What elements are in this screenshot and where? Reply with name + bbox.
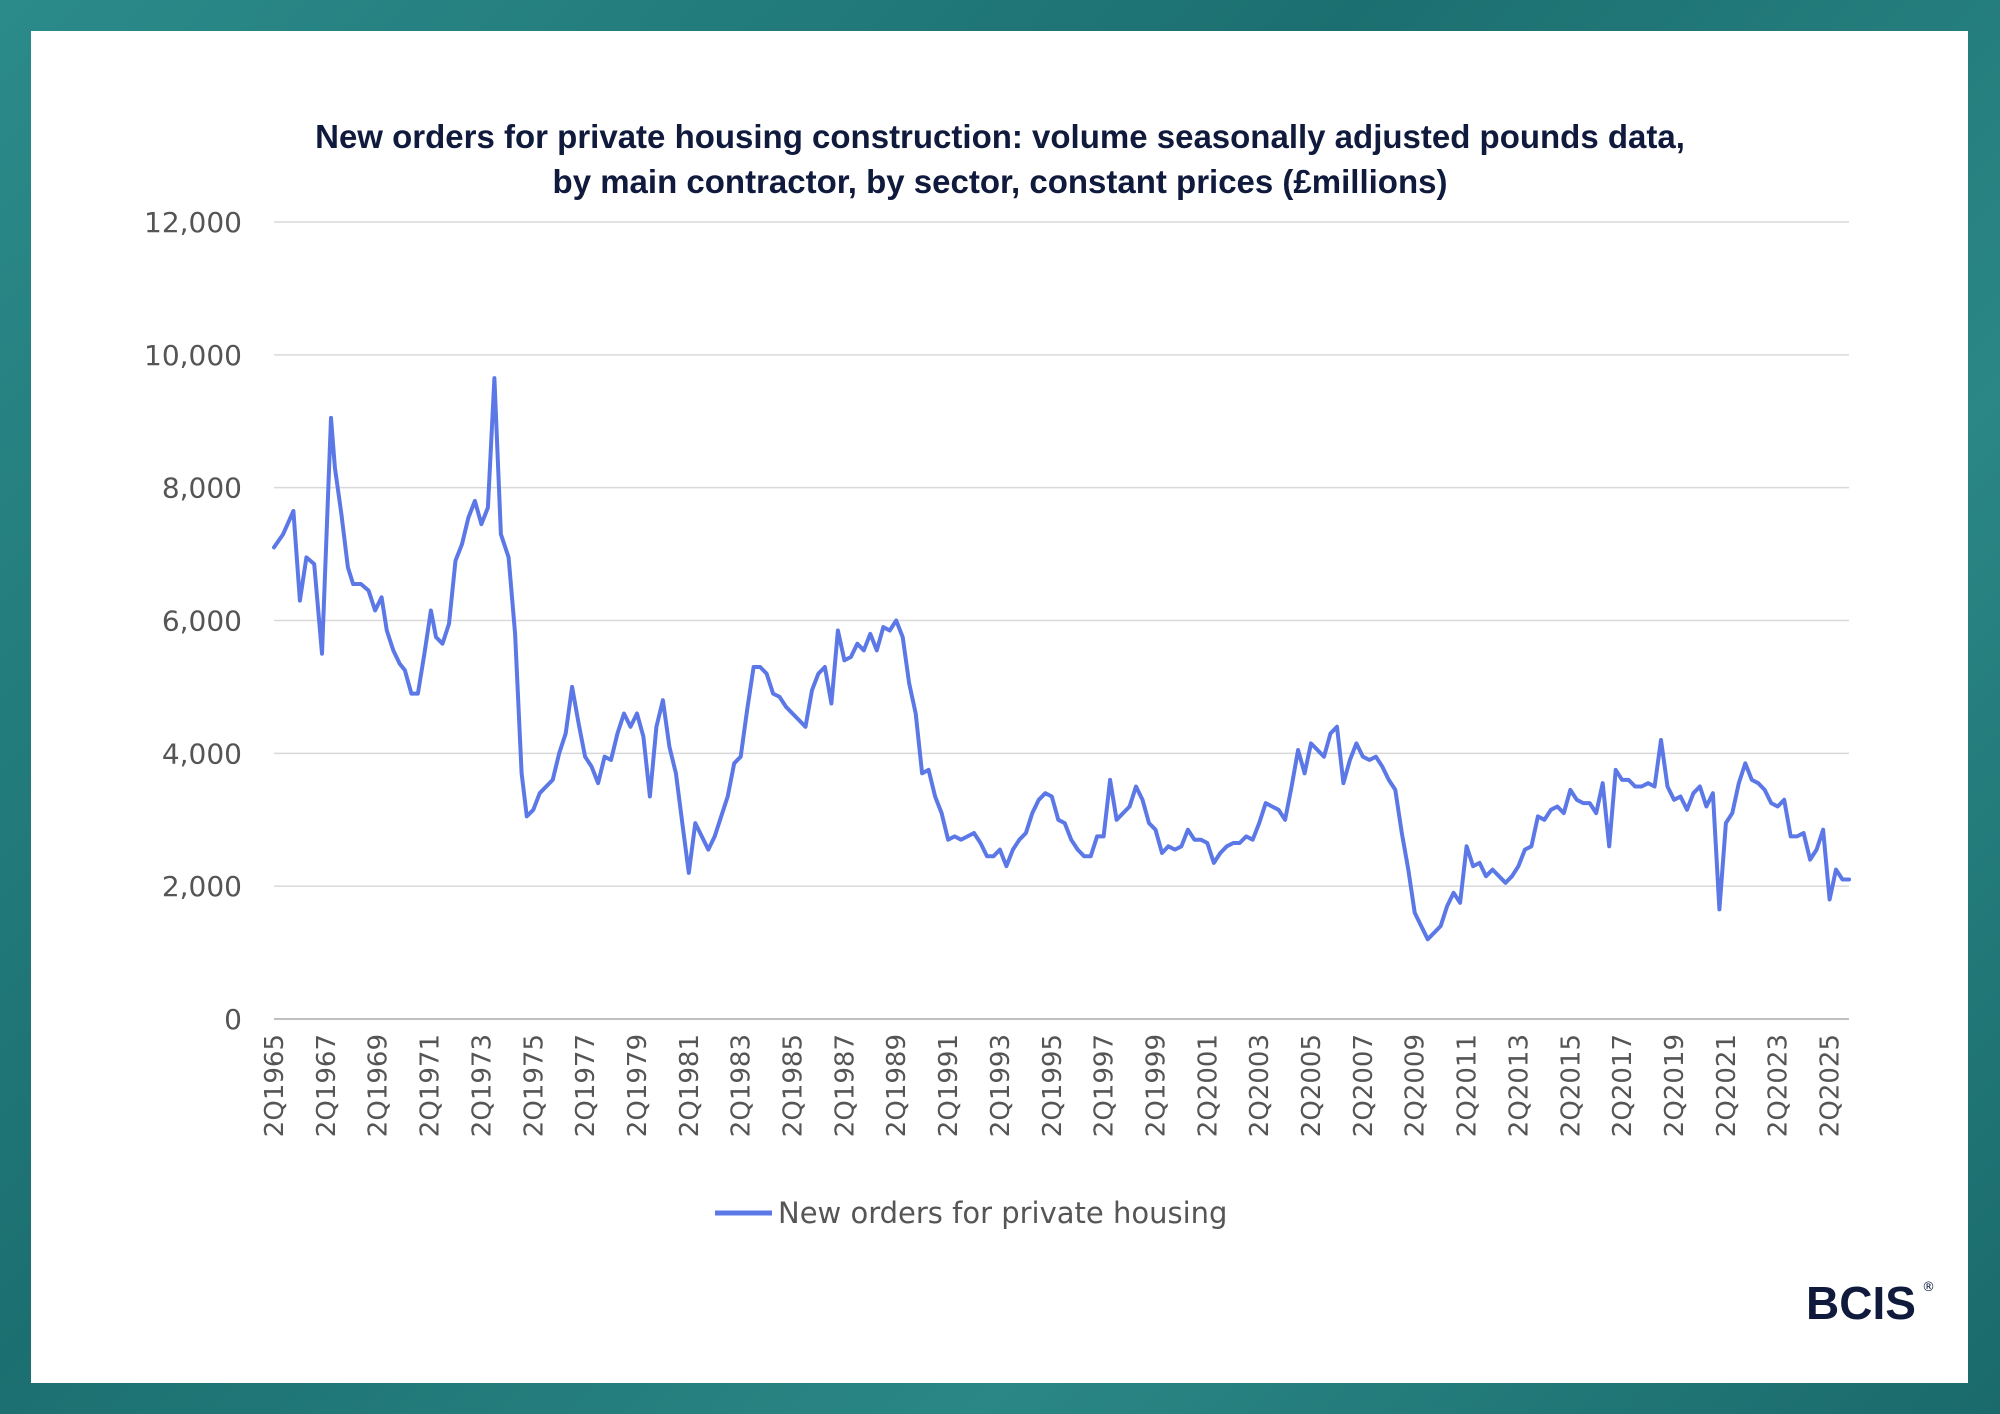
legend: New orders for private housing: [715, 1196, 1227, 1230]
x-tick-label: 2Q1993: [986, 1034, 1016, 1137]
x-tick-label: 2Q1995: [1038, 1034, 1068, 1137]
x-tick-label: 2Q2019: [1660, 1034, 1690, 1137]
chart-title: New orders for private housing construct…: [315, 118, 1685, 155]
x-tick-label: 2Q1989: [882, 1034, 912, 1137]
gridlines: [274, 221, 1849, 1020]
x-tick-label: 2Q2021: [1712, 1034, 1742, 1137]
x-tick-label: 2Q2007: [1349, 1034, 1379, 1137]
x-tick-label: 2Q1971: [416, 1034, 446, 1137]
x-tick-label: 2Q2001: [1193, 1034, 1223, 1137]
x-tick-label: 2Q1965: [260, 1034, 290, 1137]
bcis-logo: BCIS ®: [1806, 1277, 1935, 1329]
y-tick-label: 8,000: [162, 472, 242, 505]
x-tick-label: 2Q2013: [1504, 1034, 1534, 1137]
x-tick-label: 2Q1977: [571, 1034, 601, 1137]
logo-text: BCIS: [1806, 1277, 1916, 1329]
chart-subtitle: by main contractor, by sector, constant …: [553, 163, 1448, 200]
y-tick-label: 2,000: [162, 870, 242, 903]
chart-card: [31, 31, 1968, 1383]
y-tick-label: 10,000: [144, 339, 242, 372]
x-tick-label: 2Q1975: [519, 1034, 549, 1137]
x-tick-label: 2Q1991: [934, 1034, 964, 1137]
x-tick-label: 2Q1981: [675, 1034, 705, 1137]
y-tick-label: 4,000: [162, 737, 242, 770]
plot-area: [272, 376, 1851, 942]
x-tick-label: 2Q1985: [779, 1034, 809, 1137]
x-tick-label: 2Q2005: [1297, 1034, 1327, 1137]
logo-registered-mark: ®: [1922, 1280, 1935, 1295]
x-tick-label: 2Q1987: [830, 1034, 860, 1137]
y-axis-ticks: 0 2,000 4,000 6,000 8,000 10,000 12,000: [144, 206, 242, 1036]
x-tick-label: 2Q2025: [1816, 1034, 1846, 1137]
y-tick-label: 0: [224, 1003, 242, 1036]
y-tick-label: 6,000: [162, 605, 242, 638]
x-tick-label: 2Q2009: [1401, 1034, 1431, 1137]
x-tick-label: 2Q1999: [1141, 1034, 1171, 1137]
x-tick-label: 2Q2003: [1245, 1034, 1275, 1137]
y-tick-label: 12,000: [144, 206, 242, 239]
x-tick-label: 2Q1967: [312, 1034, 342, 1137]
x-tick-label: 2Q2017: [1608, 1034, 1638, 1137]
x-axis-ticks: 2Q1965 2Q1967 2Q1969 2Q1971 2Q1973 2Q1975 2Q19…: [260, 1034, 1846, 1137]
legend-label: New orders for private housing: [778, 1196, 1227, 1230]
x-tick-label: 2Q2011: [1453, 1034, 1483, 1137]
x-tick-label: 2Q2015: [1556, 1034, 1586, 1137]
x-tick-label: 2Q1997: [1090, 1034, 1120, 1137]
x-tick-label: 2Q2023: [1764, 1034, 1794, 1137]
series-line: [272, 376, 1851, 942]
x-tick-label: 2Q1973: [467, 1034, 497, 1137]
x-tick-label: 2Q1969: [364, 1034, 394, 1137]
x-tick-label: 2Q1979: [623, 1034, 653, 1137]
x-tick-label: 2Q1983: [727, 1034, 757, 1137]
